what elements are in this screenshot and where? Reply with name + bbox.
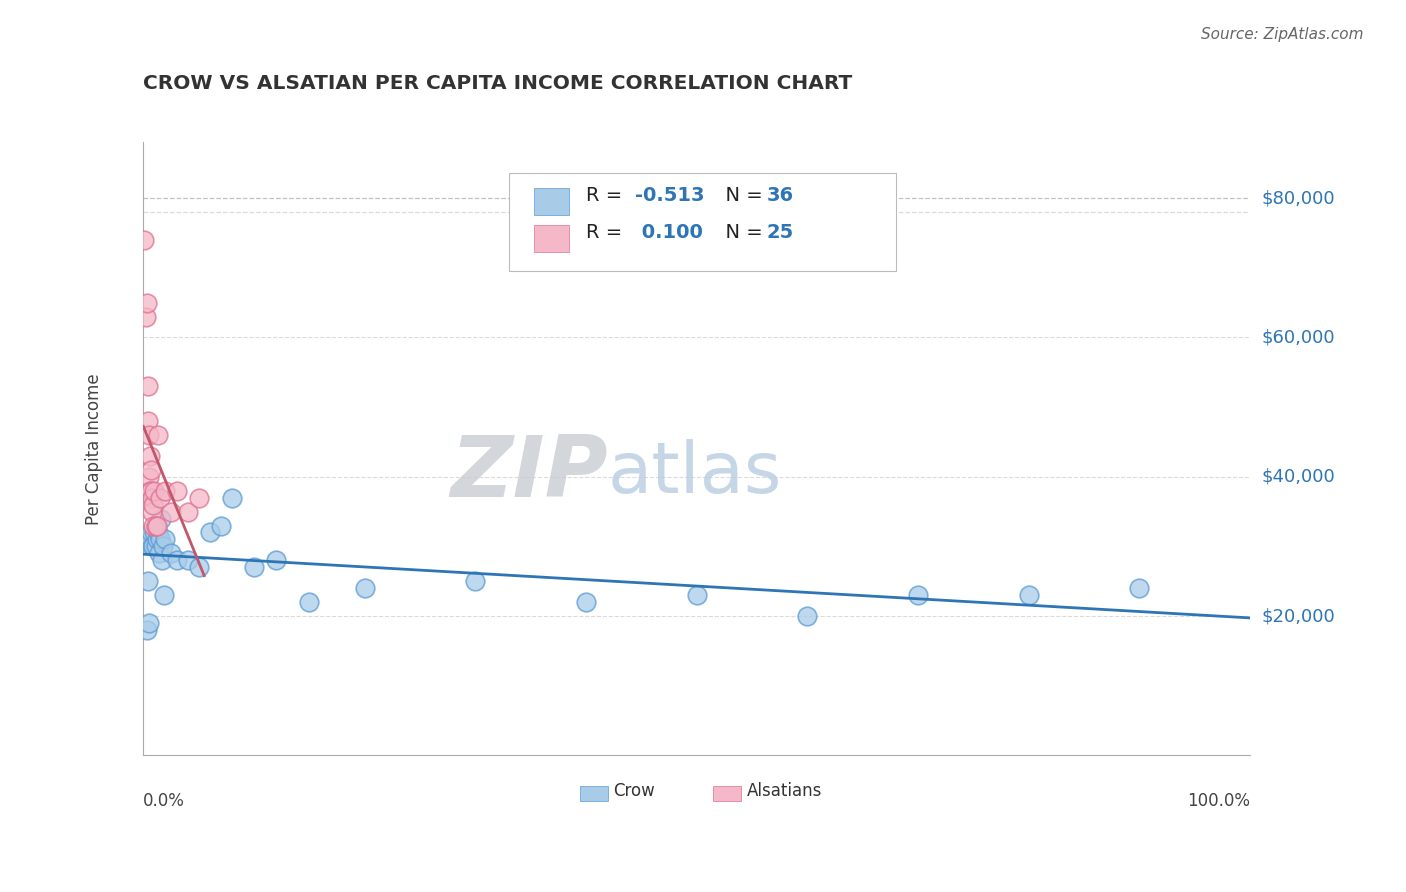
Point bbox=[138, 615, 160, 630]
Point bbox=[142, 498, 165, 512]
Text: 0.0%: 0.0% bbox=[143, 792, 186, 810]
Point bbox=[796, 609, 818, 624]
Point bbox=[138, 469, 160, 483]
Point bbox=[176, 505, 198, 519]
Point bbox=[166, 553, 188, 567]
Point bbox=[160, 505, 183, 519]
Point bbox=[153, 588, 176, 602]
FancyBboxPatch shape bbox=[713, 786, 741, 801]
Text: 100.0%: 100.0% bbox=[1187, 792, 1250, 810]
Point bbox=[142, 540, 165, 554]
Point bbox=[136, 574, 159, 589]
Point bbox=[139, 525, 162, 540]
Text: N =: N = bbox=[713, 186, 769, 205]
Point bbox=[907, 588, 929, 602]
Text: $80,000: $80,000 bbox=[1261, 189, 1334, 207]
Point bbox=[198, 525, 221, 540]
Point bbox=[139, 449, 162, 463]
Point bbox=[685, 588, 707, 602]
Point bbox=[141, 540, 163, 554]
Point bbox=[149, 533, 172, 547]
Text: Crow: Crow bbox=[613, 782, 655, 800]
Point bbox=[155, 483, 177, 498]
Point bbox=[155, 533, 177, 547]
FancyBboxPatch shape bbox=[581, 786, 607, 801]
Text: $60,000: $60,000 bbox=[1261, 328, 1334, 346]
Point bbox=[146, 428, 169, 442]
Text: N =: N = bbox=[713, 223, 769, 242]
FancyBboxPatch shape bbox=[509, 173, 896, 271]
Point bbox=[138, 428, 160, 442]
Point bbox=[166, 483, 188, 498]
Text: atlas: atlas bbox=[607, 439, 783, 508]
Point bbox=[145, 518, 167, 533]
Point bbox=[136, 379, 159, 393]
Point bbox=[575, 595, 598, 609]
Point bbox=[243, 560, 266, 574]
Text: 0.100: 0.100 bbox=[634, 223, 703, 242]
Point bbox=[148, 546, 170, 560]
Point bbox=[142, 518, 165, 533]
Text: R =: R = bbox=[586, 223, 628, 242]
Point bbox=[176, 553, 198, 567]
Point bbox=[145, 533, 167, 547]
Text: 36: 36 bbox=[766, 186, 793, 205]
Point bbox=[135, 295, 157, 310]
Text: Alsatians: Alsatians bbox=[747, 782, 821, 800]
FancyBboxPatch shape bbox=[534, 188, 569, 215]
Point bbox=[135, 310, 157, 324]
Point bbox=[139, 463, 162, 477]
Point bbox=[221, 491, 243, 505]
Point bbox=[139, 533, 162, 547]
Text: ZIP: ZIP bbox=[450, 432, 607, 515]
Point bbox=[139, 483, 162, 498]
Text: R =: R = bbox=[586, 186, 628, 205]
Point bbox=[209, 518, 232, 533]
Point bbox=[353, 581, 375, 595]
Point bbox=[160, 546, 183, 560]
Point bbox=[264, 553, 287, 567]
Point bbox=[136, 414, 159, 428]
Text: $20,000: $20,000 bbox=[1261, 607, 1334, 625]
Point bbox=[464, 574, 486, 589]
Text: CROW VS ALSATIAN PER CAPITA INCOME CORRELATION CHART: CROW VS ALSATIAN PER CAPITA INCOME CORRE… bbox=[143, 74, 852, 94]
Point bbox=[145, 518, 167, 533]
Point bbox=[150, 553, 173, 567]
Text: -0.513: -0.513 bbox=[634, 186, 704, 205]
Point bbox=[150, 511, 173, 525]
Point bbox=[298, 595, 321, 609]
Point bbox=[134, 233, 156, 247]
Text: Source: ZipAtlas.com: Source: ZipAtlas.com bbox=[1201, 27, 1364, 42]
Point bbox=[1018, 588, 1040, 602]
Point bbox=[152, 540, 174, 554]
Text: Per Capita Income: Per Capita Income bbox=[84, 373, 103, 524]
Point bbox=[135, 623, 157, 637]
Point bbox=[141, 491, 163, 505]
Point bbox=[187, 491, 209, 505]
Point bbox=[146, 525, 169, 540]
FancyBboxPatch shape bbox=[534, 225, 569, 252]
Point bbox=[187, 560, 209, 574]
Text: 25: 25 bbox=[766, 223, 793, 242]
Point bbox=[139, 483, 162, 498]
Point bbox=[143, 525, 166, 540]
Point bbox=[1128, 581, 1150, 595]
Point bbox=[145, 540, 167, 554]
Point bbox=[149, 491, 172, 505]
Point bbox=[143, 483, 166, 498]
Text: $40,000: $40,000 bbox=[1261, 467, 1334, 486]
Point bbox=[141, 505, 163, 519]
